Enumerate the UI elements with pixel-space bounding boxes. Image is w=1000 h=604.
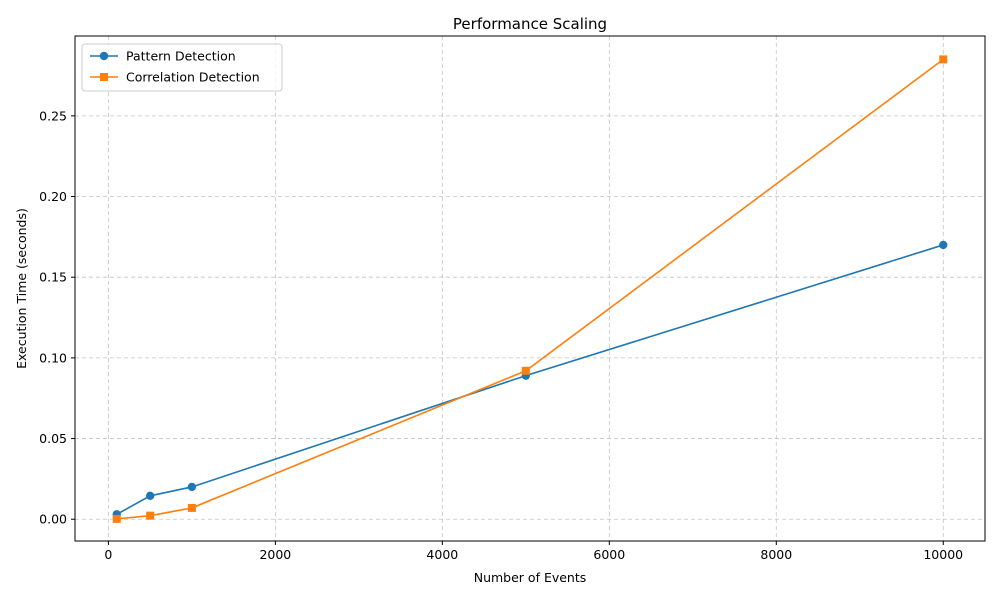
series-line-pattern-detection [116, 244, 944, 516]
y-axis-ticks: 0.00 0.05 0.10 0.15 0.20 0.25 [39, 108, 75, 527]
legend-label: Pattern Detection [126, 49, 236, 64]
x-axis-ticks: 0 2000 4000 6000 8000 10000 [104, 541, 963, 562]
data-point [939, 240, 948, 250]
data-point [145, 491, 155, 501]
legend-marker [99, 51, 109, 61]
data-point [521, 366, 530, 375]
x-tick-label: 8000 [760, 547, 792, 562]
series-layer [112, 55, 948, 523]
y-tick-label: 0.15 [39, 270, 67, 285]
legend-label: Correlation Detection [126, 70, 260, 85]
x-tick-label: 2000 [259, 547, 291, 562]
y-tick-label: 0.10 [39, 350, 67, 365]
y-tick-label: 0.00 [39, 512, 67, 527]
x-tick-label: 4000 [426, 547, 458, 562]
legend-item: Correlation Detection [90, 70, 260, 85]
plot-area-frame [74, 35, 986, 542]
x-tick-label: 0 [104, 547, 112, 562]
series-line-correlation-detection [116, 58, 944, 520]
data-point [187, 503, 196, 512]
x-tick-label: 10000 [923, 547, 963, 562]
legend-frame [81, 43, 283, 92]
legend-item: Pattern Detection [90, 49, 236, 64]
legend: Pattern Detection Correlation Detection [81, 43, 283, 92]
y-tick-label: 0.05 [39, 431, 67, 446]
x-axis-label: Number of Events [474, 570, 587, 585]
data-point [146, 511, 155, 520]
data-point [939, 55, 948, 64]
y-tick-label: 0.20 [39, 189, 67, 204]
legend-marker [100, 73, 108, 81]
grid [75, 36, 985, 541]
x-tick-label: 6000 [593, 547, 625, 562]
series-pattern-detection [112, 240, 948, 519]
y-axis-label: Execution Time (seconds) [14, 208, 29, 369]
series-correlation-detection [112, 55, 948, 523]
y-tick-label: 0.25 [39, 108, 67, 123]
data-point [187, 482, 197, 492]
data-point [112, 514, 121, 523]
chart-title: Performance Scaling [453, 15, 607, 33]
